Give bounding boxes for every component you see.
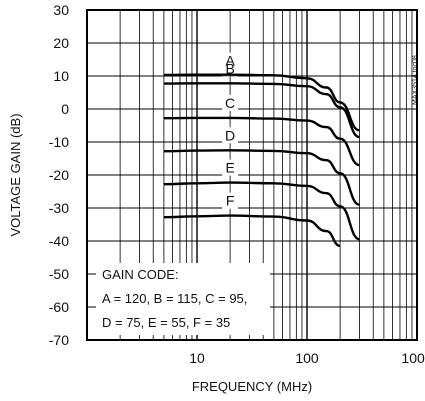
y-tick-label: -60 bbox=[49, 299, 69, 315]
series-line bbox=[163, 73, 360, 132]
x-axis-title: FREQUENCY (MHz) bbox=[192, 379, 312, 394]
curve-labels: AB CD E F bbox=[225, 53, 235, 209]
curve-label-bg bbox=[222, 60, 239, 77]
curve-label-backgrounds bbox=[222, 52, 239, 209]
y-tick-label: -10 bbox=[49, 134, 69, 150]
series-line bbox=[163, 82, 360, 139]
curve-label-bg bbox=[222, 192, 239, 209]
curve-label: C bbox=[225, 95, 235, 111]
gain-code-line: A = 120, B = 115, C = 95, bbox=[102, 291, 247, 306]
y-tick-labels: 30 20 10 0 -10 -20 -30 -40 -50 -60 -70 bbox=[49, 2, 69, 348]
curves bbox=[163, 73, 360, 248]
series-line bbox=[163, 116, 360, 167]
x-tick-labels: 10 100 1000 bbox=[189, 350, 425, 366]
gain-code-box bbox=[96, 263, 270, 335]
curve-label-bg bbox=[222, 127, 239, 144]
plot-frame bbox=[86, 9, 418, 341]
y-tick-label: 10 bbox=[53, 68, 69, 84]
x-tick-label: 10 bbox=[189, 350, 205, 366]
y-tick-label: -20 bbox=[49, 167, 69, 183]
y-tick-label: 20 bbox=[53, 35, 69, 51]
y-tick-label: -70 bbox=[49, 332, 69, 348]
gain-code-note: GAIN CODE: A = 120, B = 115, C = 95, D =… bbox=[102, 267, 247, 330]
x-tick-label: 1000 bbox=[401, 350, 425, 366]
series-line bbox=[163, 149, 360, 206]
y-tick-label: -40 bbox=[49, 233, 69, 249]
x-tick-label: 100 bbox=[295, 350, 319, 366]
curve-label: D bbox=[225, 127, 235, 143]
gain-code-line: GAIN CODE: bbox=[102, 267, 179, 282]
y-tick-label: -50 bbox=[49, 266, 69, 282]
curve-label-bg bbox=[222, 94, 239, 111]
y-axis-title: VOLTAGE GAIN (dB) bbox=[8, 113, 23, 236]
y-tick-label: -30 bbox=[49, 200, 69, 216]
watermark: MAX3514 toc08 bbox=[412, 55, 419, 105]
series-line bbox=[163, 214, 341, 248]
gain-code-line: D = 75, E = 55, F = 35 bbox=[102, 315, 230, 330]
curve-label: B bbox=[225, 60, 234, 76]
curve-label-bg bbox=[222, 159, 239, 176]
y-tick-label: 0 bbox=[61, 101, 69, 117]
series-line bbox=[163, 181, 360, 241]
curve-label: F bbox=[226, 193, 235, 209]
curve-label: A bbox=[225, 53, 235, 69]
curve-label: E bbox=[225, 160, 234, 176]
y-tick-label: 30 bbox=[53, 2, 69, 18]
